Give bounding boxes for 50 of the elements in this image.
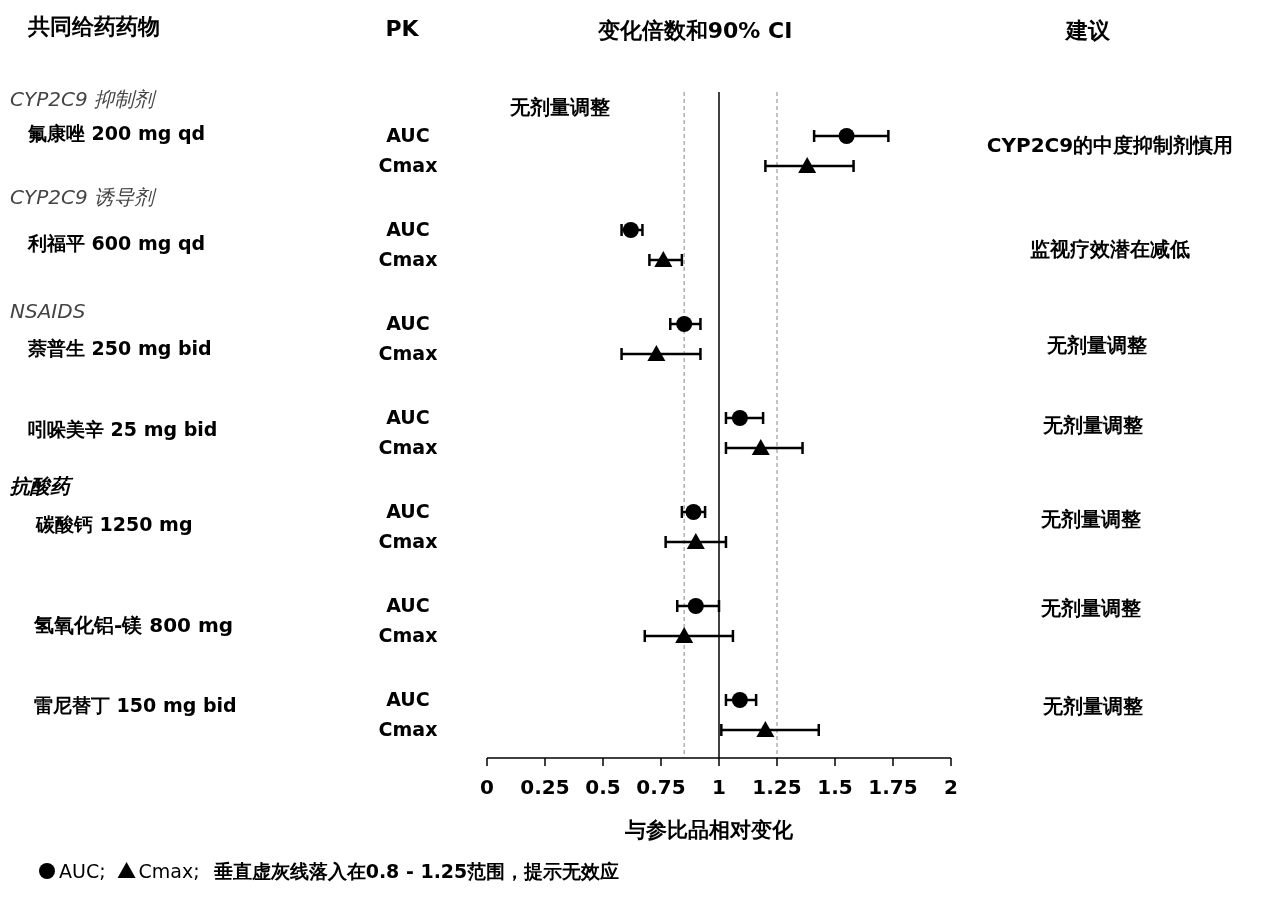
text: 监视疗效潜在减低 — [1030, 236, 1190, 261]
y-tick-label: Cmax — [378, 247, 438, 270]
text: 抗酸药 — [9, 473, 74, 498]
text: 共同给药药物 — [27, 14, 160, 39]
x-tick-label: 2 — [944, 774, 958, 799]
text: 雷尼替丁 150 mg bid — [34, 693, 237, 716]
text: PK — [385, 16, 420, 41]
annotation: 无剂量调整 — [509, 94, 610, 119]
text: 无剂量调整 — [1046, 332, 1147, 357]
y-tick-label: Cmax — [378, 341, 438, 364]
x-tick-label: 1.75 — [868, 774, 918, 799]
x-tick-label: 0.25 — [520, 774, 570, 799]
x-tick-label: 0.75 — [636, 774, 686, 799]
y-tick-label: AUC — [386, 405, 430, 428]
text: 无剂量调整 — [1040, 506, 1141, 531]
y-tick-label: Cmax — [378, 435, 438, 458]
text: 吲哚美辛 25 mg bid — [28, 417, 218, 440]
text: CYP2C9 抑制剂 — [10, 86, 158, 111]
text: 无剂量调整 — [1040, 595, 1141, 620]
x-tick-label: 0.5 — [585, 774, 621, 799]
text: 萘普生 250 mg bid — [27, 336, 212, 359]
y-tick-label: AUC — [386, 499, 430, 522]
text: 氟康唑 200 mg qd — [27, 121, 206, 144]
y-tick-label: Cmax — [378, 529, 438, 552]
x-tick-label: 1.5 — [817, 774, 853, 799]
text: 无剂量调整 — [1042, 412, 1143, 437]
x-tick-label: 0 — [480, 774, 494, 799]
x-tick-label: 1.25 — [752, 774, 802, 799]
y-tick-label: Cmax — [378, 717, 438, 740]
y-tick-label: AUC — [386, 687, 430, 710]
text: 无剂量调整 — [1042, 693, 1143, 718]
text: 变化倍数和90% CI — [596, 18, 793, 43]
text: 利福平 600 mg qd — [27, 231, 206, 254]
text: 氢氧化铝-镁 800 mg — [33, 612, 234, 637]
y-tick-label: AUC — [386, 593, 430, 616]
y-tick-label: Cmax — [378, 153, 438, 176]
y-tick-label: Cmax — [378, 623, 438, 646]
legend-label: AUC; — [59, 859, 106, 882]
y-tick-label: AUC — [386, 217, 430, 240]
text: 碳酸钙 1250 mg — [35, 512, 193, 535]
text: NSAIDS — [10, 298, 86, 323]
x-axis-title: 与参比品相对变化 — [624, 818, 794, 842]
text: 垂直虚灰线落入在0.8 - 1.25范围，提示无效应 — [212, 859, 620, 882]
text: CYP2C9 诱导剂 — [10, 184, 158, 209]
text: CYP2C9的中度抑制剂慎用 — [986, 132, 1234, 157]
x-tick-label: 1 — [712, 774, 726, 799]
text: 建议 — [1064, 18, 1111, 43]
y-tick-label: AUC — [386, 311, 430, 334]
y-tick-label: AUC — [386, 123, 430, 146]
legend-label: Cmax; — [138, 859, 200, 882]
